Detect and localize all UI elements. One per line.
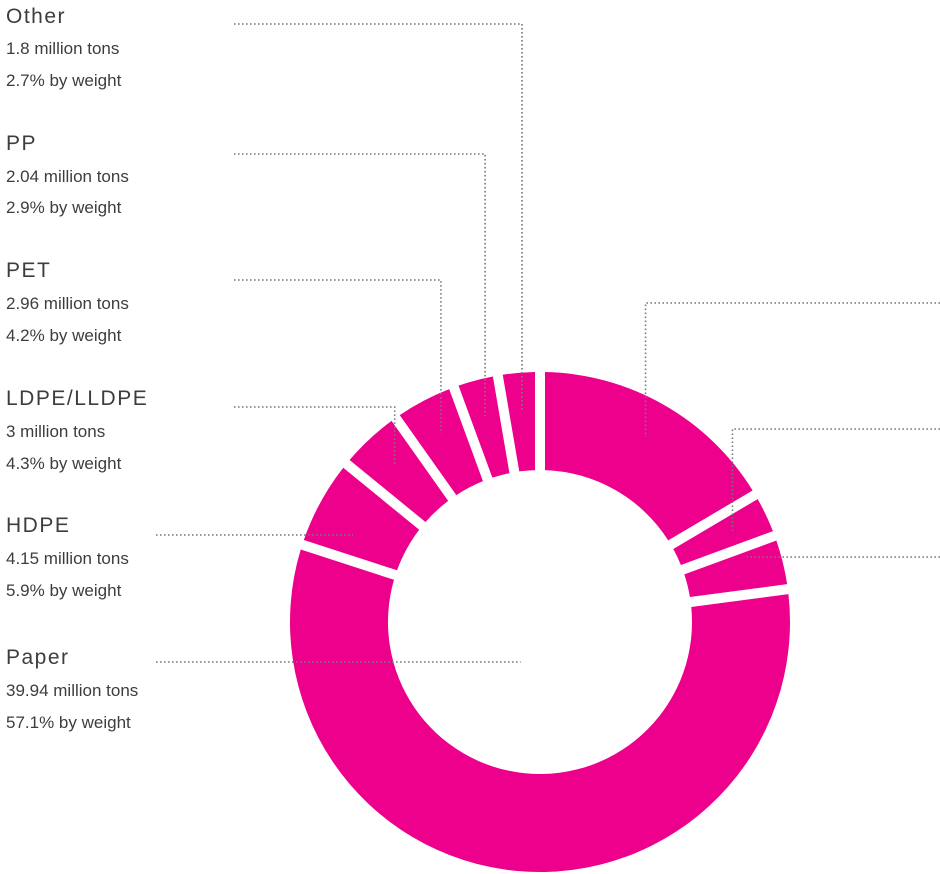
- donut-slice-unlabeled-8: [544, 372, 753, 541]
- slice-share: 5.9% by weight: [6, 581, 122, 600]
- leader-line-3: [234, 406, 396, 467]
- leader-line-right-1: [644, 302, 940, 437]
- donut-slice-paper: [290, 549, 790, 872]
- leader-line-1: [234, 153, 486, 417]
- donut-slice-pp: [458, 376, 510, 478]
- donut-slice-hdpe: [303, 467, 420, 571]
- label-other: Other 1.8 million tons 2.7% by weight: [6, 5, 122, 90]
- slice-tons: 39.94 million tons: [6, 681, 138, 700]
- slice-tons: 2.96 million tons: [6, 294, 129, 313]
- slice-share: 2.7% by weight: [6, 71, 122, 90]
- donut-slice-pet: [399, 389, 483, 496]
- slice-tons: 4.15 million tons: [6, 549, 129, 568]
- label-pp: PP 2.04 million tons 2.9% by weight: [6, 132, 129, 217]
- slice-name: Other: [6, 5, 66, 28]
- label-pet: PET 2.96 million tons 4.2% by weight: [6, 259, 129, 345]
- slice-name: LDPE/LLDPE: [6, 387, 148, 410]
- donut-slice-ldpe-lldpe: [349, 420, 449, 523]
- label-paper: Paper 39.94 million tons 57.1% by weight: [6, 646, 138, 732]
- leader-lines: [156, 23, 940, 663]
- donut-slice-other: [502, 372, 536, 472]
- slice-tons: 3 million tons: [6, 422, 105, 441]
- slice-name: PP: [6, 132, 37, 155]
- leader-line-2: [234, 279, 442, 434]
- donut-slice-unlabeled-6: [684, 540, 788, 598]
- slice-share: 57.1% by weight: [6, 713, 131, 732]
- slice-name: Paper: [6, 646, 70, 669]
- slice-share: 4.3% by weight: [6, 454, 122, 473]
- leader-line-right-2: [731, 428, 940, 531]
- leader-line-0: [234, 23, 523, 410]
- slice-name: PET: [6, 259, 51, 282]
- slice-tons: 2.04 million tons: [6, 167, 129, 186]
- label-hdpe: HDPE 4.15 million tons 5.9% by weight: [6, 514, 129, 600]
- slice-share: 4.2% by weight: [6, 326, 122, 345]
- slice-share: 2.9% by weight: [6, 198, 122, 217]
- label-ldpe-lldpe: LDPE/LLDPE 3 million tons 4.3% by weight: [6, 387, 148, 473]
- slice-tons: 1.8 million tons: [6, 39, 119, 58]
- slice-name: HDPE: [6, 514, 70, 537]
- donut-slices: [290, 372, 790, 872]
- donut-slice-unlabeled-7: [673, 499, 773, 565]
